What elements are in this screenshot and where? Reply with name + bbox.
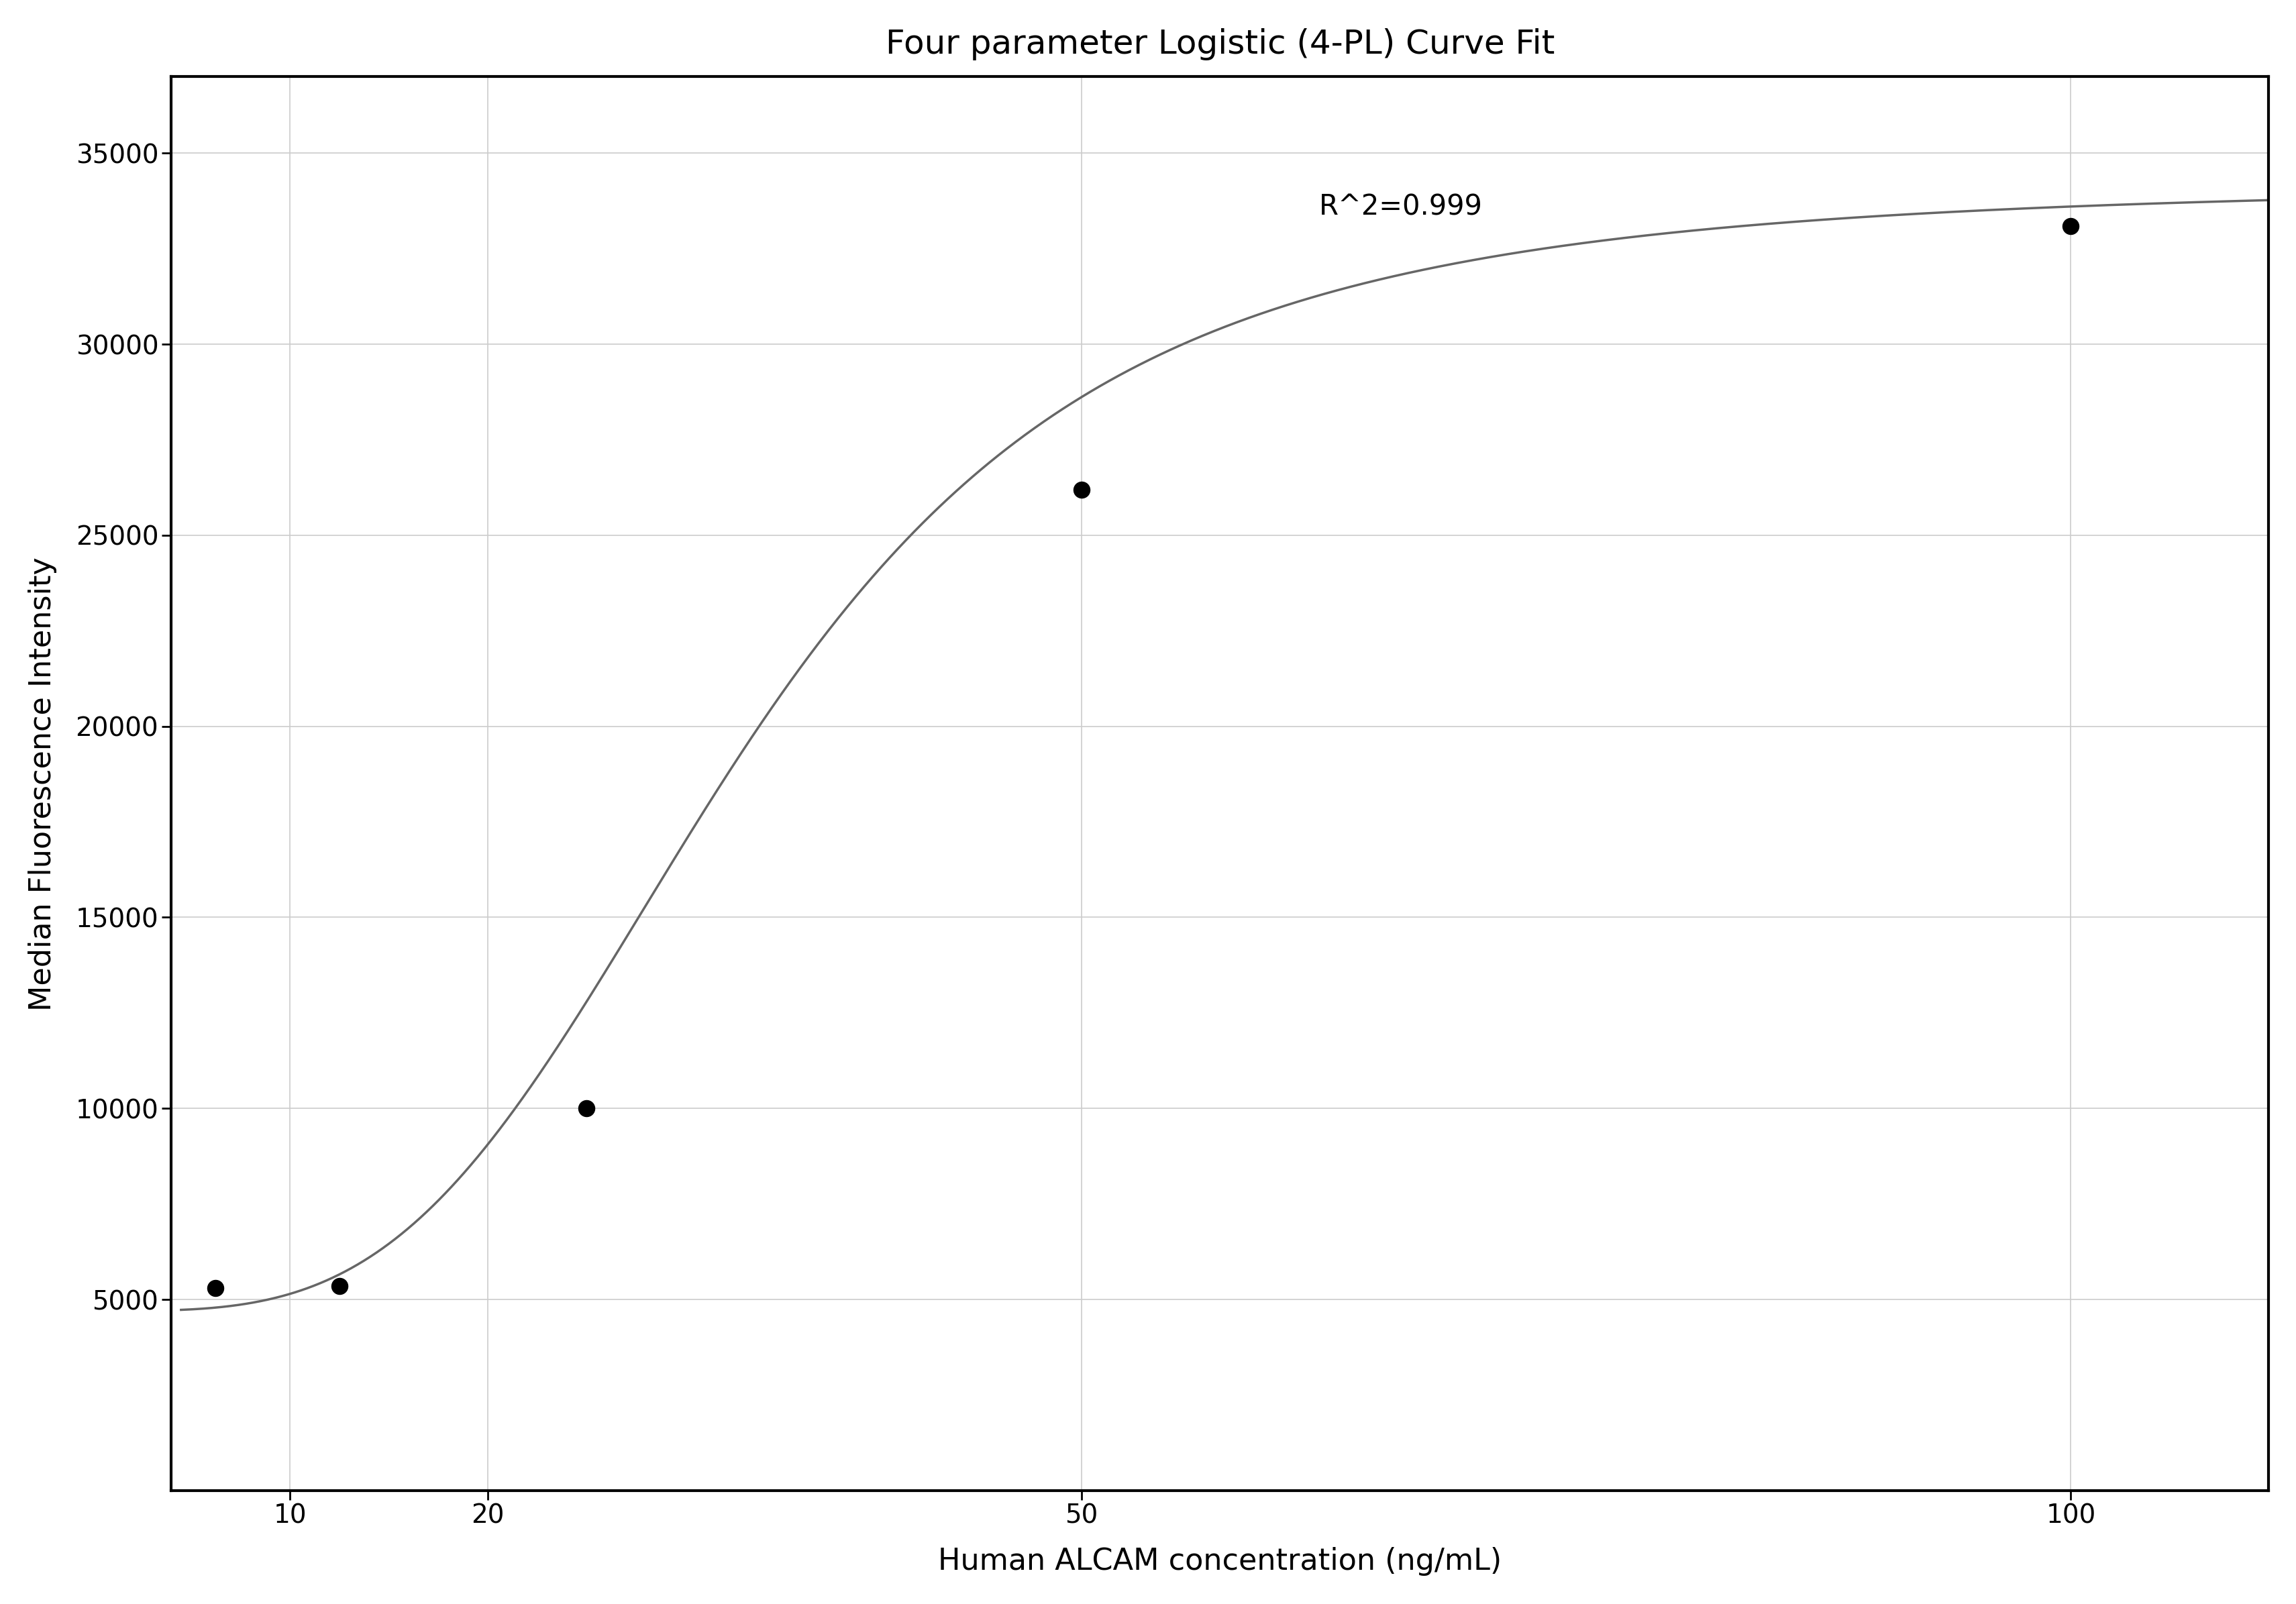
Y-axis label: Median Fluorescence Intensity: Median Fluorescence Intensity <box>28 557 57 1011</box>
Title: Four parameter Logistic (4-PL) Curve Fit: Four parameter Logistic (4-PL) Curve Fit <box>884 27 1554 61</box>
Point <box>197 1275 234 1301</box>
Point <box>1063 476 1100 502</box>
Point <box>567 1096 604 1121</box>
X-axis label: Human ALCAM concentration (ng/mL): Human ALCAM concentration (ng/mL) <box>937 1548 1502 1577</box>
Text: R^2=0.999: R^2=0.999 <box>1318 192 1481 221</box>
Point <box>321 1274 358 1299</box>
Point <box>2053 213 2089 239</box>
